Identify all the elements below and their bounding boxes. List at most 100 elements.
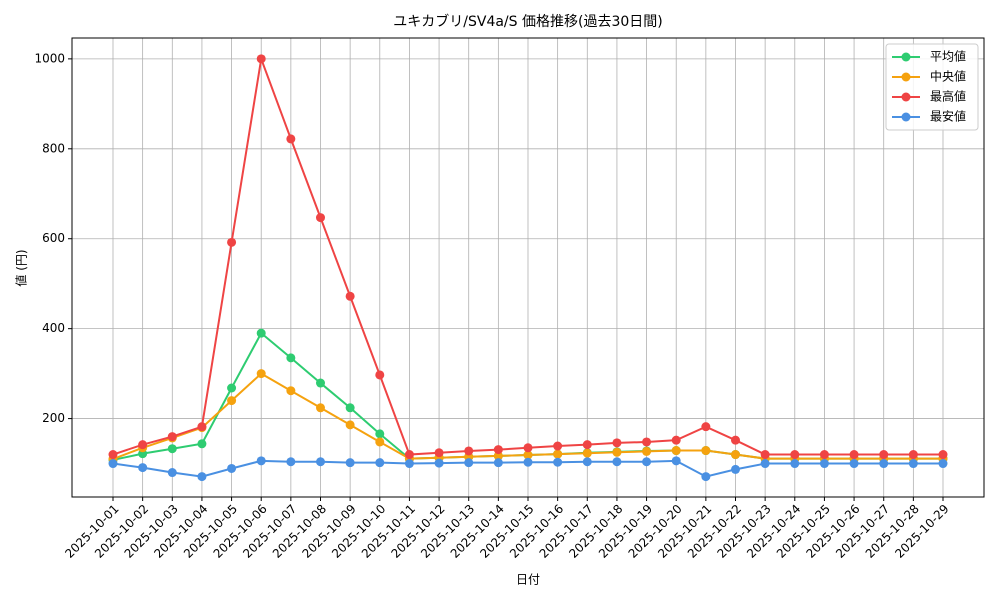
point xyxy=(464,458,474,468)
point xyxy=(938,450,948,460)
point xyxy=(731,450,740,460)
legend-label: 最安値 xyxy=(930,109,966,124)
point xyxy=(108,459,118,469)
point xyxy=(316,403,325,413)
y-tick-label: 1000 xyxy=(34,51,65,65)
point xyxy=(879,459,889,469)
y-tick-label: 800 xyxy=(42,141,65,155)
point xyxy=(523,443,533,453)
point xyxy=(612,457,622,467)
point xyxy=(197,472,207,482)
point xyxy=(849,459,859,469)
point xyxy=(582,448,592,458)
point xyxy=(908,450,918,460)
point xyxy=(345,420,355,430)
point xyxy=(790,450,800,460)
point xyxy=(138,440,148,450)
point xyxy=(375,437,385,447)
point xyxy=(553,449,563,459)
point xyxy=(553,441,563,451)
point xyxy=(493,445,503,455)
point xyxy=(908,459,918,469)
point xyxy=(316,213,325,223)
point xyxy=(819,459,829,469)
point xyxy=(701,422,711,432)
point xyxy=(671,456,681,466)
point xyxy=(286,457,296,467)
point xyxy=(642,446,652,456)
y-axis-label: 値 (円) xyxy=(14,249,29,286)
point xyxy=(138,463,148,473)
point xyxy=(167,444,177,454)
chart-title: ユキカブリ/SV4a/S 価格推移(過去30日間) xyxy=(393,13,662,30)
point xyxy=(671,435,681,445)
y-tick-label: 200 xyxy=(42,411,65,425)
point xyxy=(345,291,355,301)
point xyxy=(582,457,592,467)
legend-marker xyxy=(901,92,911,102)
point xyxy=(316,457,325,467)
point xyxy=(345,458,355,468)
point xyxy=(731,464,740,474)
point xyxy=(167,468,177,478)
point xyxy=(642,437,652,447)
point xyxy=(167,432,177,442)
point xyxy=(197,439,207,449)
point xyxy=(938,459,948,469)
point xyxy=(227,237,237,247)
legend-label: 中央値 xyxy=(930,69,966,84)
point xyxy=(493,451,503,461)
point xyxy=(227,396,237,406)
legend-box xyxy=(885,43,979,131)
point xyxy=(642,457,652,467)
legend-label: 最高値 xyxy=(930,89,966,104)
point xyxy=(286,353,296,363)
point xyxy=(227,383,237,393)
point xyxy=(375,429,385,439)
point xyxy=(404,450,414,460)
point xyxy=(731,435,740,445)
point xyxy=(256,54,266,64)
point xyxy=(434,458,444,468)
point xyxy=(523,457,533,467)
point xyxy=(553,457,563,467)
point xyxy=(879,450,889,460)
plot-frame xyxy=(71,37,985,498)
legend-marker xyxy=(901,112,911,122)
point xyxy=(256,456,266,466)
point xyxy=(108,450,118,460)
point xyxy=(434,448,444,458)
point xyxy=(701,446,711,456)
point xyxy=(256,369,266,379)
point xyxy=(404,459,414,469)
point xyxy=(375,370,385,380)
legend-marker xyxy=(901,72,911,82)
point xyxy=(227,463,237,473)
point xyxy=(612,447,622,457)
point xyxy=(345,403,355,413)
point xyxy=(197,422,207,432)
point xyxy=(819,450,829,460)
point xyxy=(375,458,385,468)
legend-marker xyxy=(901,52,911,62)
point xyxy=(612,438,622,448)
x-axis-label: 日付 xyxy=(516,573,540,587)
point xyxy=(671,446,681,456)
point xyxy=(523,450,533,460)
point xyxy=(790,459,800,469)
point xyxy=(582,440,592,450)
point xyxy=(256,328,266,338)
legend-label: 平均値 xyxy=(930,49,966,64)
y-tick-label: 600 xyxy=(42,231,65,245)
point xyxy=(701,472,711,482)
point xyxy=(760,459,770,469)
point xyxy=(316,378,325,388)
y-tick-label: 400 xyxy=(42,321,65,335)
point xyxy=(493,458,503,468)
point xyxy=(286,386,296,396)
point xyxy=(286,134,296,144)
point xyxy=(760,450,770,460)
point xyxy=(464,446,474,456)
